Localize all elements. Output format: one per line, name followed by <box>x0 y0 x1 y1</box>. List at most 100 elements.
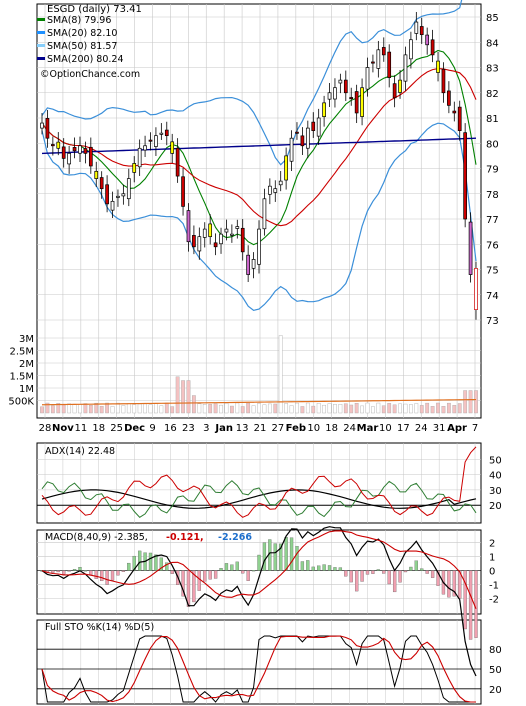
adx-tick-label: 50 <box>489 455 502 466</box>
macd-histogram-bar <box>94 570 98 579</box>
candle-body <box>164 129 169 137</box>
volume-bar <box>295 402 299 414</box>
candle-body <box>452 110 457 114</box>
candle-body <box>170 141 175 154</box>
candle-body <box>51 144 55 147</box>
x-tick-label: 21 <box>254 423 267 434</box>
macd-histogram-bar <box>430 570 435 578</box>
volume-average-line <box>41 398 477 406</box>
price-tick-label: 76 <box>486 240 499 251</box>
x-tick-label: 10 <box>379 423 392 434</box>
volume-bar <box>474 390 478 414</box>
candle-body <box>116 195 120 198</box>
volume-bar <box>327 403 332 414</box>
candle-body <box>430 39 435 56</box>
candle-body <box>159 132 164 135</box>
bollinger-upper-line <box>41 0 463 166</box>
candle-body <box>94 170 99 179</box>
volume-bar <box>61 404 66 414</box>
macd-line <box>41 526 477 677</box>
volume-bar <box>197 403 202 414</box>
macd-histogram-bar <box>219 568 223 571</box>
macd-tick-label: -2 <box>489 595 499 606</box>
candle-body <box>197 236 202 252</box>
panel-frame-price <box>36 3 482 419</box>
legend-sma20: SMA(20) 82.10 <box>47 28 117 39</box>
di-minus-line <box>41 446 477 518</box>
macd-histogram-bar <box>257 554 261 571</box>
candle-body <box>278 180 283 186</box>
volume-bar <box>322 404 326 414</box>
macd-histogram-bar <box>100 570 104 582</box>
x-tick-label: 24 <box>343 423 356 434</box>
macd-histogram-bar <box>121 570 126 572</box>
legend-swatch-sma8 <box>37 18 45 21</box>
volume-bar <box>414 403 419 414</box>
stochastic-d-line <box>41 635 476 703</box>
macd-tick-label: 0 <box>489 567 495 578</box>
candle-body <box>121 193 126 197</box>
macd-histogram-bar <box>371 570 375 574</box>
candle-body <box>289 137 294 162</box>
volume-bar <box>284 403 289 414</box>
volume-bar <box>409 404 413 414</box>
volume-bar <box>202 404 207 414</box>
macd-tick-label: 2 <box>489 538 495 549</box>
volume-bar <box>251 405 256 414</box>
volume-bar <box>333 404 337 414</box>
price-tick-label: 78 <box>486 190 499 201</box>
x-tick-label: 9 <box>149 423 155 434</box>
macd-histogram-bar <box>289 537 294 571</box>
candle-body <box>105 184 109 205</box>
volume-bar <box>224 402 229 414</box>
macd-histogram-bar <box>208 570 212 580</box>
stochastic-k-line <box>41 635 476 703</box>
candle-body <box>305 127 310 149</box>
volume-bar <box>452 405 457 414</box>
macd-histogram-bar <box>463 570 467 630</box>
x-tick-label: 17 <box>397 423 410 434</box>
x-tick-label: 7 <box>472 423 478 434</box>
macd-histogram-bar <box>62 570 66 575</box>
candle-body <box>273 188 278 193</box>
macd-tick-label: 1 <box>489 553 495 564</box>
x-tick-label: 13 <box>236 423 249 434</box>
volume-bar <box>257 403 261 414</box>
macd-histogram-bar <box>322 564 326 571</box>
volume-bar <box>88 405 93 414</box>
macd-histogram-bar <box>105 570 109 585</box>
volume-bar <box>419 405 424 414</box>
x-tick-label: Nov <box>52 423 74 434</box>
volume-bar <box>338 403 343 414</box>
price-tick-label: 80 <box>486 139 499 150</box>
macd-histogram-bar <box>51 570 55 573</box>
candle-body <box>343 79 348 94</box>
x-tick-label: Dec <box>124 423 145 434</box>
candle-body <box>354 91 359 114</box>
volume-bar <box>208 404 213 414</box>
adx-tick-label: 40 <box>489 471 502 482</box>
volume-bar <box>45 402 50 414</box>
macd-histogram-bar <box>382 570 386 574</box>
volume-tick-label: 500K <box>8 397 34 408</box>
stochastic-tick-label: 80 <box>489 645 502 656</box>
macd-histogram-bar <box>186 570 191 607</box>
macd-histogram-bar <box>355 570 359 592</box>
macd-histogram-bar <box>72 569 77 571</box>
legend-sma200: SMA(200) 80.24 <box>47 54 124 65</box>
candle-body <box>349 97 354 100</box>
candle-body <box>392 83 397 99</box>
x-tick-label: Apr <box>447 423 467 434</box>
volume-bar <box>392 404 397 414</box>
x-tick-label: 16 <box>164 423 177 434</box>
macd-histogram-bar <box>425 570 429 574</box>
volume-bar <box>154 403 158 414</box>
macd-histogram-bar <box>365 570 370 575</box>
macd-hist-value: -2.266 <box>218 532 252 543</box>
candle-body <box>219 233 223 245</box>
stochastic-tick-label: 50 <box>489 665 502 676</box>
macd-histogram-bar <box>116 570 120 576</box>
price-tick-label: 79 <box>486 165 499 176</box>
macd-histogram-bar <box>262 542 267 571</box>
macd-histogram-bar <box>306 560 310 571</box>
